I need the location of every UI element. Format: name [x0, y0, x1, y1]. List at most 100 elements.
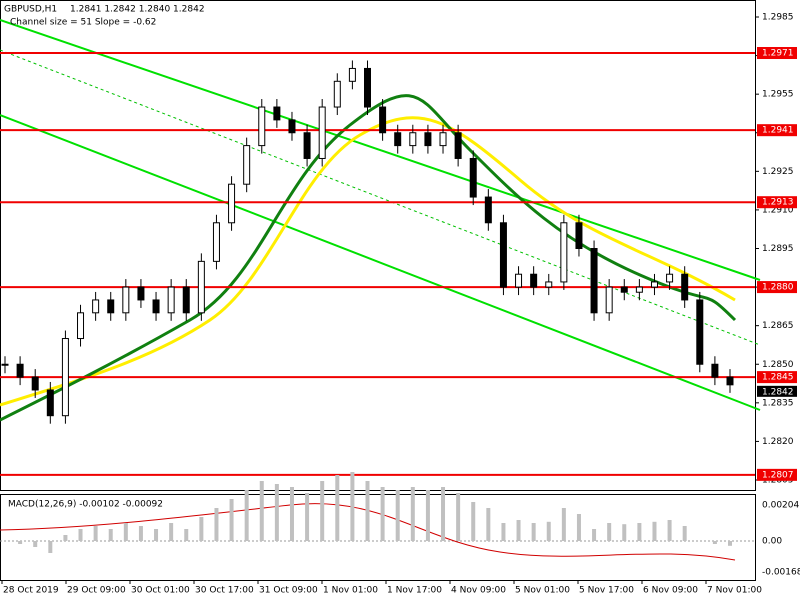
candle-body [515, 273, 523, 288]
macd-bar [667, 520, 672, 541]
macd-bar [289, 487, 294, 541]
level-box [757, 124, 797, 137]
macd-bar [576, 514, 581, 541]
header-ohlc: 1.2841 1.2842 1.2840 1.2842 [70, 5, 205, 15]
header-channel: Channel size = 51 Slope = -0.62 [10, 18, 156, 28]
macd-bar [682, 526, 687, 541]
macd-bar [652, 521, 657, 541]
macd-bar [471, 502, 476, 541]
macd-bar [138, 526, 143, 541]
channel-mid [0, 49, 761, 346]
price-label: 1.2850 [762, 360, 794, 370]
macd-bar [441, 487, 446, 541]
macd-bar [456, 493, 461, 541]
macd-bar [350, 472, 355, 541]
macd-bar [410, 487, 415, 541]
time-label: 4 Nov 09:00 [451, 586, 506, 596]
macd-axis-label: -0.00168 [762, 568, 800, 578]
macd-bar [425, 490, 430, 541]
time-label: 5 Nov 17:00 [579, 586, 634, 596]
candle-body [288, 119, 296, 134]
candle-body [333, 80, 341, 108]
candle-body [77, 312, 85, 340]
candle-body [212, 222, 220, 262]
candle-body [650, 281, 658, 288]
level-box [757, 47, 797, 60]
main-pane [0, 0, 756, 491]
level-label: 1.2880 [762, 283, 794, 293]
candle-body [258, 106, 266, 147]
channel-lower [0, 114, 761, 411]
candle-body [364, 67, 371, 108]
candle-body [92, 299, 100, 314]
price-label: 1.2895 [762, 244, 794, 254]
candle-body [273, 106, 281, 121]
macd-bar [48, 541, 53, 553]
candle-body [303, 132, 311, 159]
price-label: 1.2865 [762, 321, 794, 331]
candle-body [499, 222, 507, 288]
price-box [757, 385, 797, 397]
time-label: 29 Oct 09:00 [67, 586, 126, 596]
candle-body [711, 363, 719, 378]
candle-body [469, 157, 477, 198]
candle-body [16, 363, 24, 378]
macd-bar [123, 523, 128, 541]
macd-bar [63, 535, 68, 541]
candle-body [590, 248, 598, 314]
macd-bar [486, 508, 491, 541]
candle-body [167, 286, 175, 314]
time-label: 7 Nov 01:00 [707, 586, 762, 596]
time-label: 31 Oct 09:00 [259, 586, 318, 596]
candle-body [530, 273, 538, 288]
level-box [757, 281, 797, 294]
macd-bar [365, 481, 370, 541]
macd-bar [229, 499, 234, 541]
time-label: 5 Nov 01:00 [515, 586, 570, 596]
macd-bar [728, 541, 732, 546]
candle-body [61, 338, 69, 417]
time-label: 28 Oct 2019 [3, 586, 59, 596]
time-label: 30 Oct 01:00 [131, 586, 190, 596]
candle-body [394, 132, 402, 147]
candle-body [620, 286, 628, 293]
macd-bar [320, 481, 325, 541]
candle-body [197, 260, 205, 314]
candle-body [666, 273, 674, 283]
candle-body [424, 132, 432, 147]
candle-body [454, 132, 462, 159]
candle-body [243, 145, 251, 185]
current-price: 1.2842 [762, 387, 794, 397]
candle-body [318, 106, 326, 159]
candle-body [1, 363, 9, 366]
macd-bar [184, 529, 189, 541]
candle-body [348, 67, 356, 82]
candle-body [379, 106, 387, 134]
level-box [757, 196, 797, 209]
header-symbol: GBPUSD,H1 [4, 5, 57, 15]
macd-bar [274, 484, 279, 541]
candle-body [439, 132, 447, 147]
macd-bar [531, 523, 536, 541]
candle-body [726, 376, 734, 386]
candle-body [560, 222, 568, 283]
macd-bar [546, 521, 551, 541]
candle-body [605, 286, 613, 314]
candle-body [137, 286, 145, 301]
macd-bar [154, 529, 159, 541]
macd-bar [33, 541, 38, 547]
candle-body [696, 299, 704, 365]
price-label: 1.2955 [762, 90, 794, 100]
macd-bar [501, 523, 506, 541]
channel-upper [0, 19, 761, 281]
price-label: 1.2925 [762, 167, 794, 177]
macd-bar [622, 524, 627, 541]
macd-axis-label: 0.00 [762, 537, 782, 547]
macd-bar [607, 523, 612, 541]
macd-bar [380, 487, 385, 541]
macd-bar [169, 523, 174, 541]
macd-bar [259, 481, 264, 541]
ma-slow [0, 116, 736, 407]
macd-label: MACD(12,26,9) -0.00102 -0.00092 [8, 500, 163, 510]
